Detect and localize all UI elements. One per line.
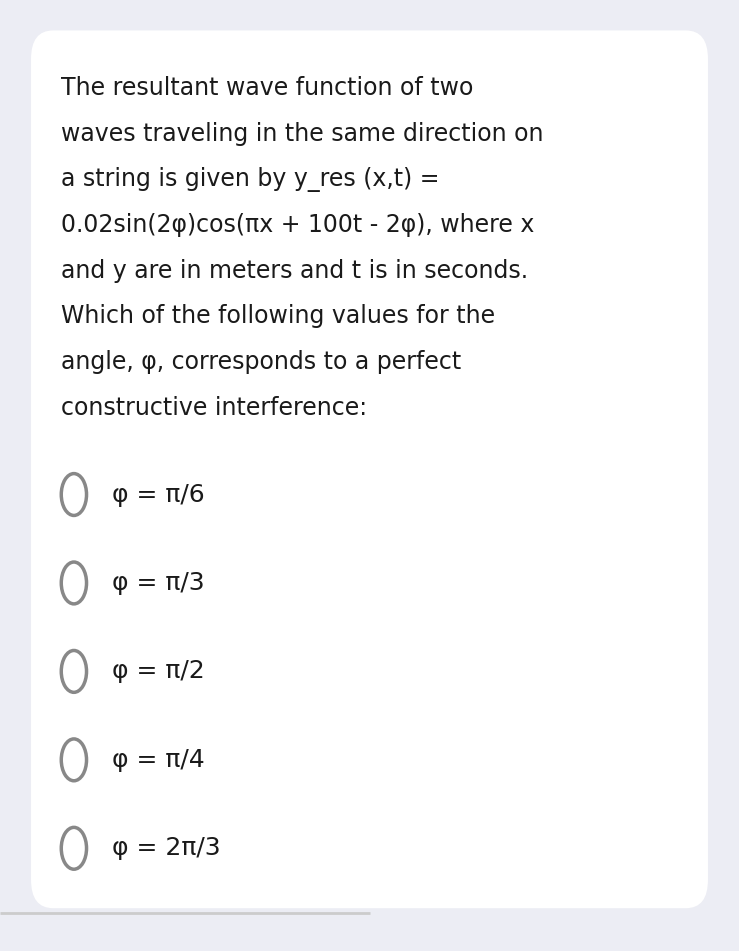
Text: a string is given by y_res (x,t) =: a string is given by y_res (x,t) = — [61, 167, 439, 192]
Text: and y are in meters and t is in seconds.: and y are in meters and t is in seconds. — [61, 259, 528, 282]
Text: φ = π/2: φ = π/2 — [112, 659, 205, 684]
Text: constructive interference:: constructive interference: — [61, 396, 367, 419]
Text: The resultant wave function of two: The resultant wave function of two — [61, 76, 473, 100]
Text: 0.02sin(2φ)cos(πx + 100t - 2φ), where x: 0.02sin(2φ)cos(πx + 100t - 2φ), where x — [61, 213, 534, 237]
FancyBboxPatch shape — [31, 30, 708, 908]
Text: φ = π/3: φ = π/3 — [112, 571, 205, 595]
Text: φ = π/4: φ = π/4 — [112, 747, 205, 772]
Text: Which of the following values for the: Which of the following values for the — [61, 304, 494, 328]
Text: waves traveling in the same direction on: waves traveling in the same direction on — [61, 122, 543, 146]
Text: angle, φ, corresponds to a perfect: angle, φ, corresponds to a perfect — [61, 350, 461, 374]
Text: φ = π/6: φ = π/6 — [112, 482, 205, 507]
Text: φ = 2π/3: φ = 2π/3 — [112, 836, 221, 861]
